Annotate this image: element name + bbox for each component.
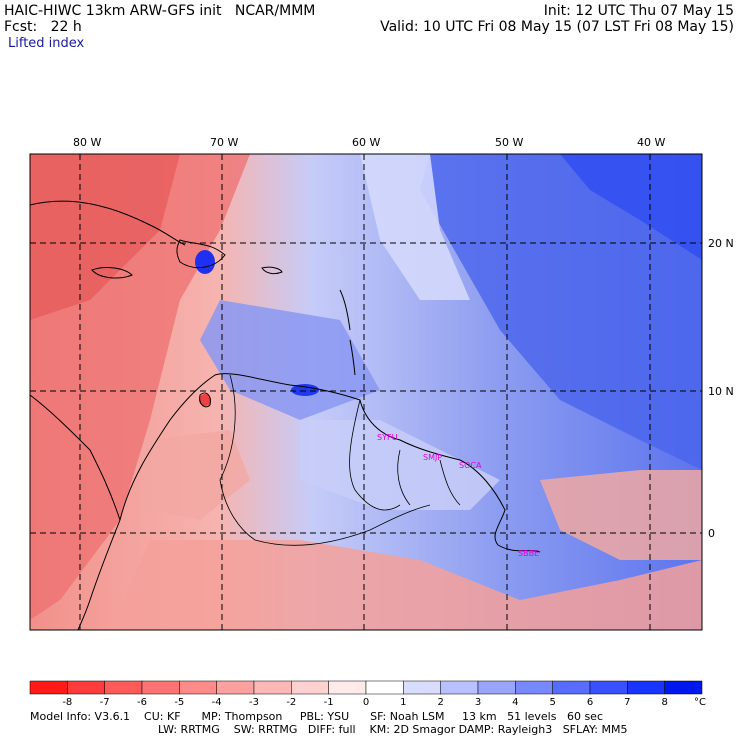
model-info-line2: LW: RRTMG SW: RRTMG DIFF: full KM: 2D Sm… [158,723,628,736]
colorbar-tick-label: -2 [286,697,296,708]
country-borders [219,374,461,546]
colorbar-swatch [291,680,329,695]
colorbar-tick-label: 3 [475,697,481,708]
lat-label-0: 0 [708,527,715,540]
lon-label-50w: 50 W [495,136,523,149]
colorbar-tick-label: -4 [212,697,222,708]
colorbar-tick-label: -3 [249,697,259,708]
station-label: SBBE [518,549,539,558]
colorbar-tick-label: -7 [100,697,110,708]
station-label: SMJP [423,453,442,462]
colorbar-swatch [477,680,516,695]
colorbar-swatch [328,680,367,695]
colorbar-tick-label: 2 [437,697,443,708]
colorbar-swatch [589,680,628,695]
colorbar-tick-label: -1 [324,697,334,708]
valid-time: Valid: 10 UTC Fri 08 May 15 (07 LST Fri … [380,19,734,35]
colorbar-swatch [104,680,143,695]
lon-label-80w: 80 W [73,136,101,149]
lon-label-40w: 40 W [637,136,665,149]
colorbar-swatch [627,680,665,695]
colorbar-tick-label: 1 [400,697,406,708]
colorbar-tick-label: -5 [174,697,184,708]
station-label: SYFU [377,433,398,442]
station-label: SOCA [459,461,482,470]
colorbar-swatch [29,680,68,695]
colorbar-tick-label: 4 [512,697,518,708]
colorbar-swatch [179,680,217,695]
colorbar-tick-label: -8 [62,697,72,708]
colorbar-tick-label: 6 [587,697,593,708]
colorbar-swatch [403,680,441,695]
title-line: HAIC-HIWC 13km ARW-GFS init NCAR/MMM [4,3,316,19]
field-name: Lifted index [8,36,85,51]
colorbar-tick-label: 7 [624,697,630,708]
lat-label-20n: 20 N [708,237,734,250]
map-frame [29,153,703,631]
colorbar-tick-label: 8 [661,697,667,708]
colorbar-unit: °C [694,697,706,708]
colorbar-swatch [67,680,105,695]
colorbar-swatch [365,680,404,695]
colorbar-swatch [515,680,553,695]
colorbar-tick-label: 0 [363,697,369,708]
colorbar-swatch [141,680,180,695]
lon-label-70w: 70 W [210,136,238,149]
colorbar-swatch [440,680,479,695]
colorbar-tick-label: 5 [549,697,555,708]
coastlines [30,200,541,630]
init-time: Init: 12 UTC Thu 07 May 15 [543,3,734,19]
map-fill [30,154,702,630]
forecast-hour: Fcst: 22 h [4,19,82,35]
model-info-line1: Model Info: V3.6.1 CU: KF MP: Thompson P… [30,710,603,723]
lat-label-10n: 10 N [708,385,734,398]
colorbar-swatch [216,680,255,695]
colorbar-swatch [552,680,591,695]
colorbar: -8 -7 -6 -5 -4 -3 -2 -1 0 1 2 3 4 5 6 7 8 [29,680,703,708]
colorbar-tick-label: -6 [137,697,147,708]
latlon-grid [30,154,702,630]
lon-label-60w: 60 W [352,136,380,149]
colorbar-swatch [664,680,703,695]
colorbar-swatch [253,680,292,695]
